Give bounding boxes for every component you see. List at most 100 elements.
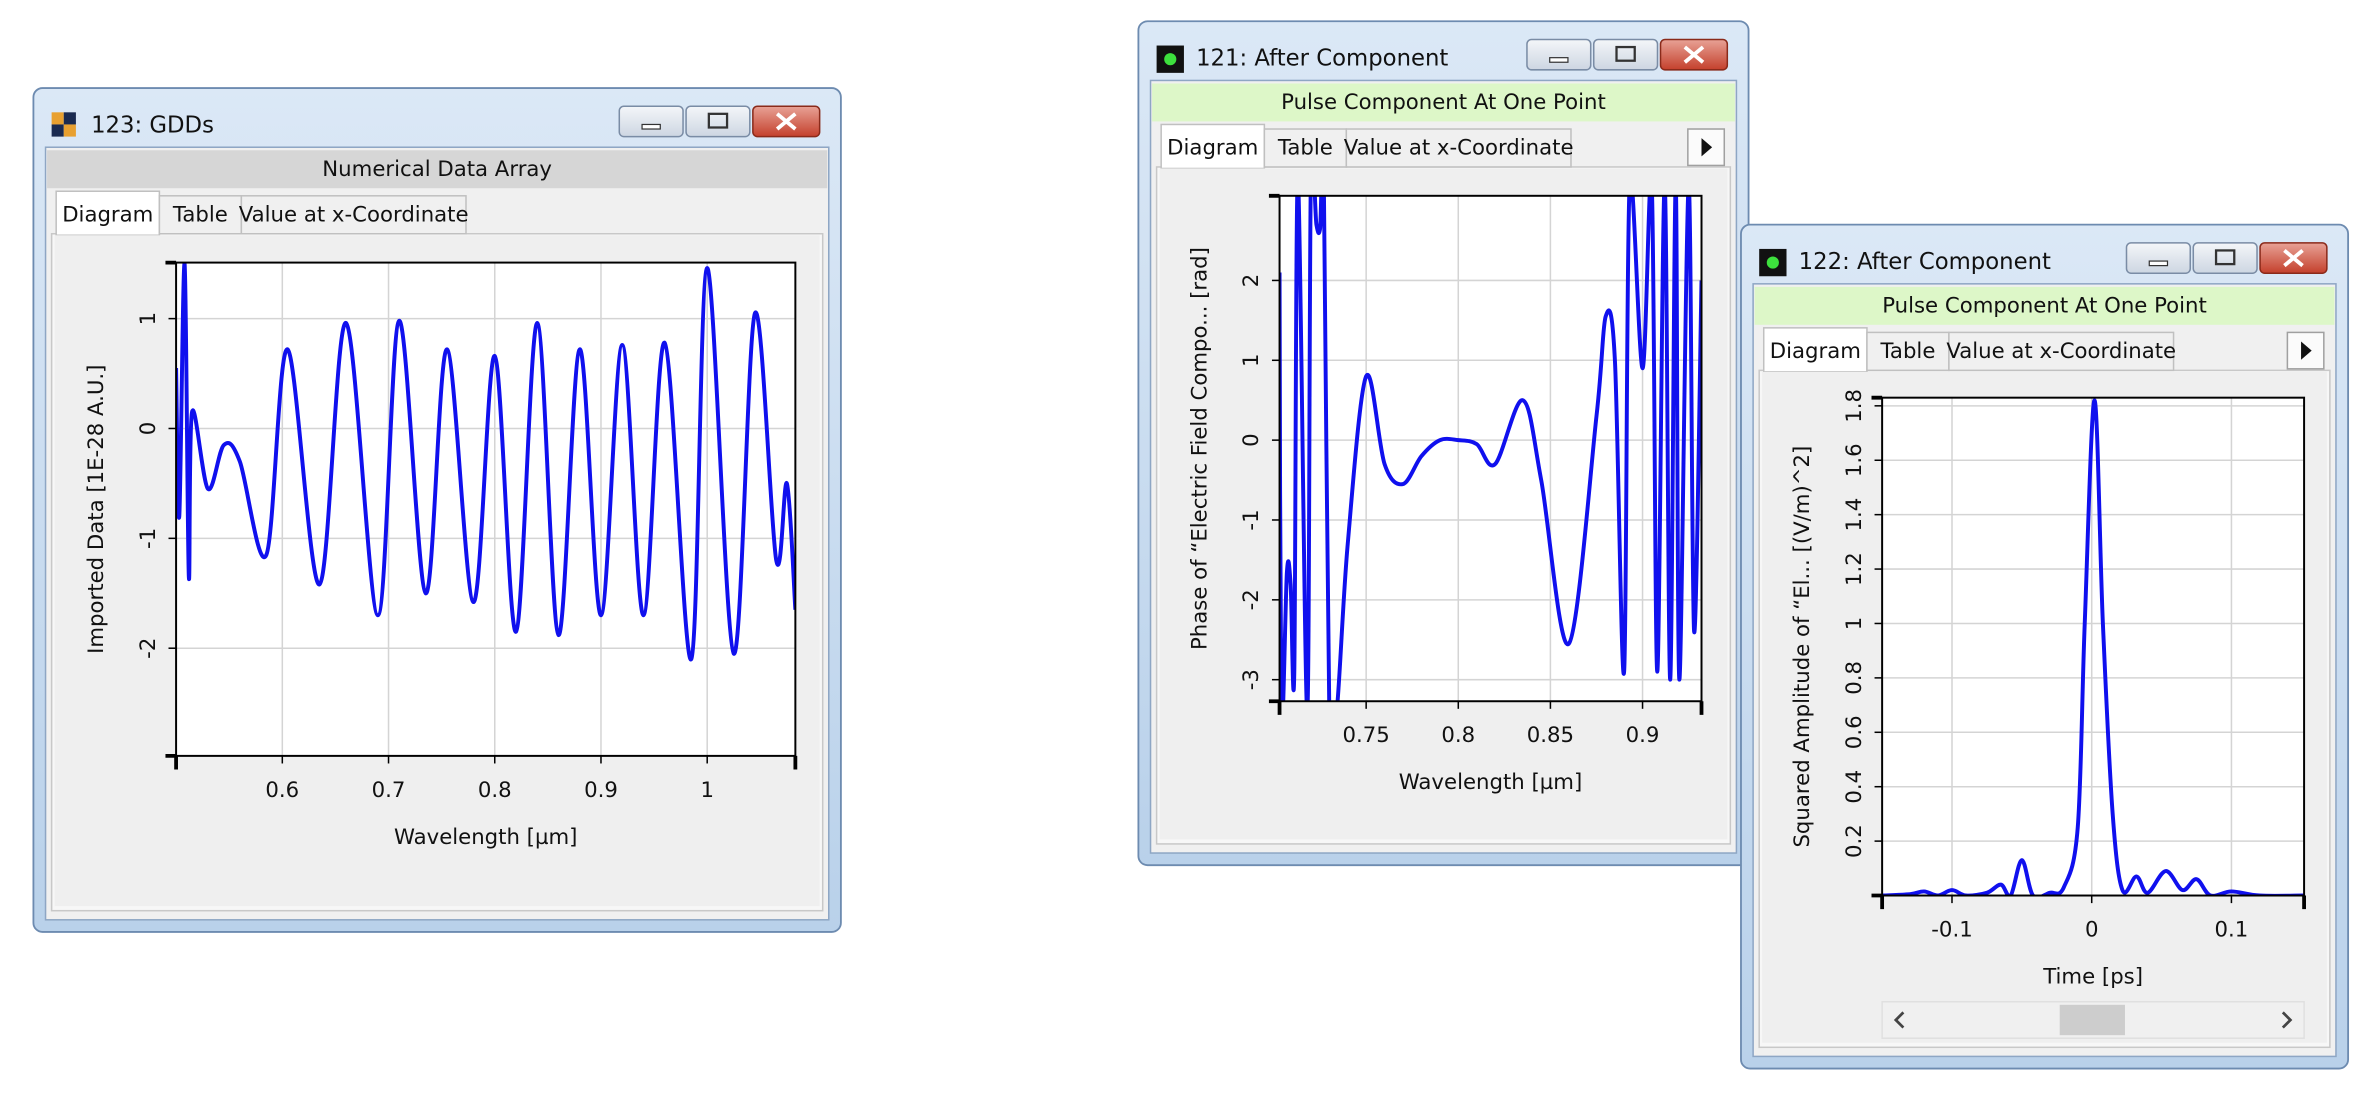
- x-tick-label: 0.8: [1441, 723, 1475, 748]
- tab[interactable]: [1345, 128, 1572, 168]
- window-subtitle: Pulse Component At One Point: [1281, 90, 1606, 115]
- x-tick-label: 0.85: [1527, 723, 1574, 748]
- y-axis-label: Squared Amplitude of “El... [(V/m)^2]: [1790, 446, 1815, 848]
- window-icon: [1164, 53, 1177, 66]
- y-axis-label: Phase of “Electric Field Compo... [rad]: [1188, 247, 1213, 650]
- y-tick-label: 1: [1842, 617, 1867, 631]
- axis-end-ticks: [165, 260, 798, 770]
- x-tick-label: 0.6: [265, 778, 299, 803]
- y-tick-label: 1: [1239, 354, 1264, 368]
- close-glyph: [1683, 45, 1705, 64]
- y-tick-label: 0.6: [1842, 715, 1867, 749]
- y-tick-label: 1.4: [1842, 498, 1867, 532]
- maximize-glyph: [2214, 249, 2236, 266]
- window: 122: After Component Pulse Component At O…: [1740, 223, 2350, 1070]
- x-axis-label: Wavelength [µm]: [1399, 770, 1582, 795]
- tab-label: Diagram: [1770, 339, 1861, 364]
- x-tick-label: 0.9: [584, 778, 618, 803]
- axis-end-ticks: [1871, 395, 2306, 910]
- tab-label: Table: [172, 203, 228, 228]
- window-icon: [51, 124, 64, 137]
- window-icon: [63, 124, 76, 137]
- maximize-button[interactable]: [685, 105, 751, 138]
- window-subtitle: Pulse Component At One Point: [1882, 294, 2207, 319]
- subtitle-bar: [1152, 83, 1735, 122]
- maximize-button[interactable]: [2192, 242, 2258, 274]
- plot-frame: [1881, 396, 2306, 897]
- window: 123: GDDs Numerical Data Array Diagram Tabl…: [32, 87, 842, 933]
- y-tick-label: -2: [1239, 589, 1264, 610]
- plot-area: [1882, 397, 2305, 896]
- y-tick-label: 0.4: [1842, 770, 1867, 804]
- subtitle-bar: [47, 150, 828, 189]
- y-tick-label: -1: [136, 528, 161, 549]
- y-tick-label: 1.6: [1842, 443, 1867, 477]
- maximize-glyph: [1615, 45, 1636, 62]
- scrollbar-thumb[interactable]: [2059, 1004, 2125, 1036]
- y-tick-label: 1.2: [1842, 552, 1867, 586]
- y-tick-label: 2: [1239, 274, 1264, 288]
- y-tick-label: -2: [136, 638, 161, 659]
- y-tick-label: 0: [136, 422, 161, 436]
- window-title: 122: After Component: [1799, 249, 2051, 275]
- tab-label: Diagram: [1167, 136, 1258, 161]
- y-tick-label: 0.2: [1842, 824, 1867, 858]
- scroll-right-arrow[interactable]: [2281, 1011, 2293, 1029]
- maximize-glyph: [707, 112, 729, 129]
- plot-frame: [175, 261, 797, 757]
- tab-label: Table: [1879, 339, 1935, 364]
- tab[interactable]: [1948, 331, 2175, 372]
- x-axis-label: Time [ps]: [2042, 964, 2143, 989]
- x-tick-label: 0.7: [372, 778, 406, 803]
- minimize-glyph: [641, 123, 661, 130]
- minimize-button[interactable]: [1526, 38, 1592, 71]
- window-title: 123: GDDs: [91, 112, 214, 138]
- x-tick-label: 1: [700, 778, 714, 803]
- minimize-button[interactable]: [618, 105, 684, 138]
- x-tick-label: 0.8: [478, 778, 512, 803]
- tab-label: Value at x-Coordinate: [1344, 136, 1574, 161]
- data-line: [176, 262, 796, 662]
- x-tick-label: 0: [2085, 917, 2099, 942]
- data-line: [1279, 195, 1702, 702]
- subtitle-bar: [1754, 286, 2335, 325]
- y-axis-label: Imported Data [1E-28 A.U.]: [84, 365, 109, 654]
- x-tick-label: 0.75: [1343, 723, 1390, 748]
- close-glyph: [775, 112, 797, 131]
- x-axis-label: Wavelength [µm]: [394, 825, 577, 850]
- window-subtitle: Numerical Data Array: [322, 157, 552, 182]
- plot-frame: [1278, 194, 1703, 703]
- y-tick-label: 0: [1239, 433, 1264, 447]
- window-icon: [1766, 256, 1779, 269]
- tab-label: Diagram: [62, 203, 153, 228]
- minimize-button[interactable]: [2125, 242, 2192, 274]
- tab[interactable]: [1762, 327, 1868, 373]
- data-line: [1882, 398, 2305, 896]
- tab[interactable]: [240, 195, 467, 235]
- x-tick-label: -0.1: [1931, 917, 1972, 942]
- window-icon: [51, 112, 64, 125]
- y-tick-label: -1: [1239, 509, 1264, 530]
- plot-area: [176, 262, 796, 756]
- y-tick-label: 0.8: [1842, 661, 1867, 695]
- window-icon: [63, 112, 76, 125]
- tab-scroll-arrow: [2301, 341, 2312, 360]
- tab[interactable]: [1866, 331, 1950, 372]
- y-tick-label: -3: [1239, 669, 1264, 690]
- minimize-glyph: [2148, 260, 2169, 267]
- x-tick-label: 0.1: [2215, 917, 2249, 942]
- tab-label: Table: [1277, 136, 1333, 161]
- tab[interactable]: [1160, 123, 1266, 170]
- axis-end-ticks: [1268, 193, 1704, 715]
- y-tick-label: 1: [136, 312, 161, 326]
- tab-label: Value at x-Coordinate: [1946, 339, 2176, 364]
- tab-scroll-arrow: [1701, 138, 1713, 157]
- tab-label: Value at x-Coordinate: [239, 203, 469, 228]
- maximize-button[interactable]: [1592, 38, 1659, 71]
- scroll-left-arrow[interactable]: [1893, 1011, 1905, 1029]
- minimize-glyph: [1549, 57, 1569, 63]
- window-title: 121: After Component: [1196, 46, 1448, 72]
- window: 121: After Component Pulse Component At O…: [1137, 20, 1750, 867]
